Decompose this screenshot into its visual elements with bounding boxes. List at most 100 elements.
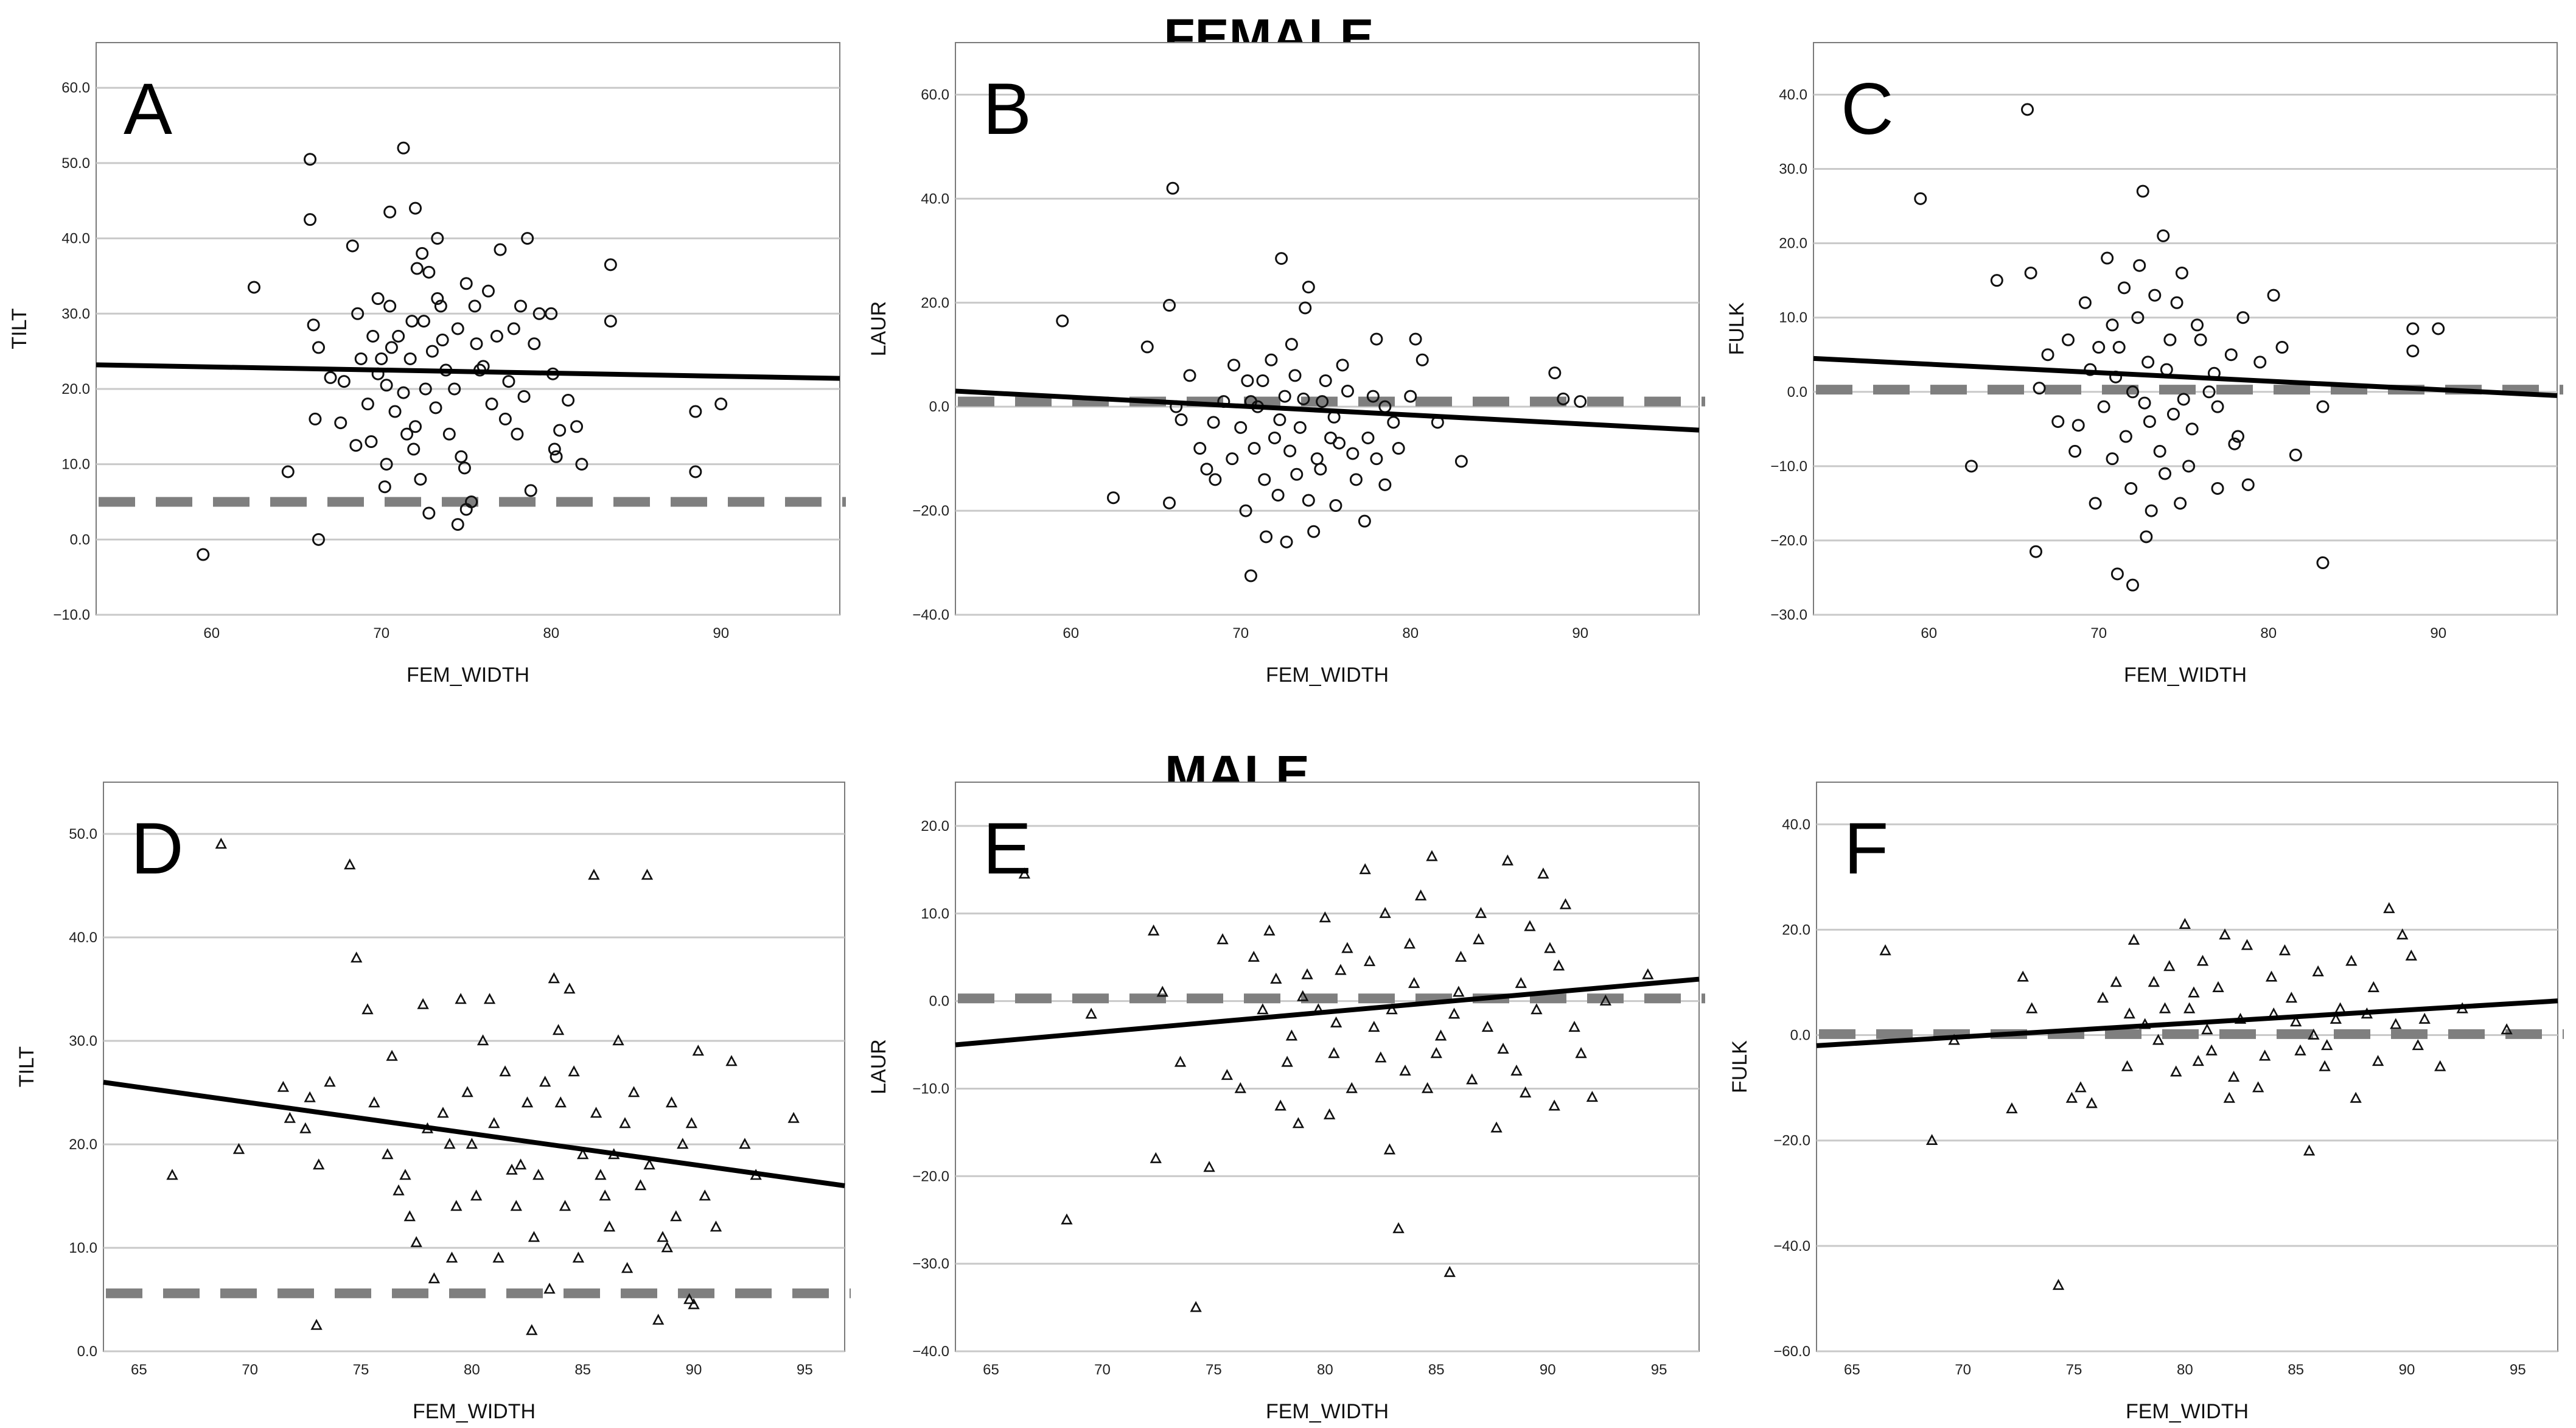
x-tick-label: 80: [464, 1362, 480, 1378]
data-point: [1241, 374, 1254, 387]
data-point: [409, 420, 422, 433]
data-point: [2157, 229, 2170, 242]
data-point: [510, 1200, 522, 1211]
x-tick-label: 70: [1955, 1362, 1971, 1378]
x-tick-label: 65: [983, 1362, 999, 1378]
data-point: [382, 1148, 394, 1160]
data-point: [312, 341, 325, 354]
data-point: [1174, 1055, 1187, 1067]
data-point: [1379, 907, 1391, 919]
data-point: [485, 397, 498, 411]
data-point: [619, 1117, 631, 1129]
fit-line: [1813, 355, 2558, 398]
data-point: [2118, 281, 2131, 295]
y-tick-label: 30.0: [69, 1033, 97, 1049]
data-point: [466, 1138, 478, 1149]
data-point: [2092, 341, 2106, 354]
data-point: [166, 1169, 178, 1180]
data-point: [2068, 444, 2082, 458]
data-point: [2170, 296, 2183, 309]
data-point: [506, 1163, 518, 1175]
data-point: [1443, 1265, 1456, 1277]
data-point: [2182, 460, 2196, 473]
y-tick-label: −30.0: [1770, 607, 1807, 623]
data-point: [1239, 504, 1252, 517]
data-point: [2065, 1091, 2078, 1103]
data-point: [465, 495, 478, 508]
data-point: [2196, 954, 2209, 966]
data-point: [281, 465, 295, 478]
data-point: [2432, 322, 2445, 335]
data-point: [545, 307, 558, 320]
data-point: [392, 329, 405, 343]
data-point: [710, 1220, 722, 1232]
data-point: [299, 1122, 312, 1133]
data-point: [1392, 1222, 1405, 1233]
y-tick-label: −60.0: [1773, 1343, 1810, 1360]
data-point: [2078, 296, 2092, 309]
chart-panels: −10.0 0.0 10.0 20.0 30.0 40.0 50.0 60.0 60 70 80 90…: [8, 42, 2564, 1423]
data-point: [2188, 986, 2200, 998]
data-point: [1349, 473, 1363, 486]
data-point: [1481, 1021, 1494, 1032]
data-point: [470, 1189, 483, 1201]
data-point: [621, 1262, 634, 1273]
y-tick-label: −20.0: [1773, 1133, 1810, 1149]
data-point: [1559, 898, 1572, 909]
data-point: [451, 518, 464, 531]
panel-c: −30.0 −20.0 −10.0 0.0 10.0 20.0 30.0 40.0 60 70 80…: [1725, 42, 2563, 687]
panel-d: 0.0 10.0 20.0 30.0 40.0 50.0 65 70 75 80 85 90 95 FEM…: [15, 782, 851, 1423]
data-point: [577, 1148, 589, 1160]
y-tick-label: 20.0: [69, 1136, 97, 1153]
y-axis-title: TILT: [8, 308, 31, 349]
data-point: [2138, 396, 2151, 410]
x-tick-label: 90: [713, 625, 729, 642]
data-point: [2396, 928, 2409, 940]
data-point: [1307, 525, 1321, 538]
data-point: [1552, 959, 1565, 971]
fit-line: [96, 362, 840, 381]
data-point: [1501, 854, 1514, 866]
data-point: [2241, 939, 2253, 950]
data-point: [1163, 496, 1176, 509]
data-point: [324, 1076, 336, 1087]
data-point: [2290, 1015, 2302, 1027]
data-point: [1200, 463, 1213, 476]
data-point: [2021, 103, 2034, 116]
data-point: [1537, 867, 1549, 879]
y-tick-label: 40.0: [1782, 816, 1810, 833]
data-point: [2148, 976, 2160, 987]
data-point: [1278, 390, 1291, 403]
data-point: [1336, 359, 1349, 372]
data-point: [604, 315, 617, 328]
data-point: [1434, 1029, 1447, 1041]
data-point: [397, 141, 410, 155]
x-tick-label: 95: [797, 1362, 813, 1378]
data-point: [1383, 1143, 1396, 1155]
data-point: [1258, 473, 1271, 486]
panel-letter: B: [983, 68, 1031, 150]
data-point: [1260, 530, 1273, 544]
data-point: [2418, 1012, 2431, 1024]
data-point: [232, 1143, 245, 1154]
data-point: [1524, 920, 1536, 931]
data-point: [1475, 907, 1487, 919]
data-point: [1203, 1161, 1215, 1172]
data-point: [1297, 990, 1309, 1001]
data-point: [1548, 366, 1562, 380]
data-point: [2041, 348, 2054, 362]
data-point: [2275, 341, 2289, 354]
data-point: [2119, 430, 2132, 443]
data-point: [1346, 1082, 1358, 1093]
x-tick-label: 80: [2177, 1362, 2193, 1378]
x-axis-title: FEM_WIDTH: [2124, 663, 2247, 687]
data-point: [692, 1045, 704, 1056]
data-point: [2106, 452, 2119, 466]
data-point: [307, 318, 320, 332]
data-point: [371, 292, 385, 306]
data-point: [2185, 422, 2199, 436]
plot-frame: [955, 42, 1700, 615]
panel-e: −40.0 −30.0 −20.0 −10.0 0.0 10.0 20.0 65 70 75 80 8…: [867, 782, 1705, 1423]
data-point: [310, 1318, 323, 1330]
data-point: [498, 412, 512, 425]
